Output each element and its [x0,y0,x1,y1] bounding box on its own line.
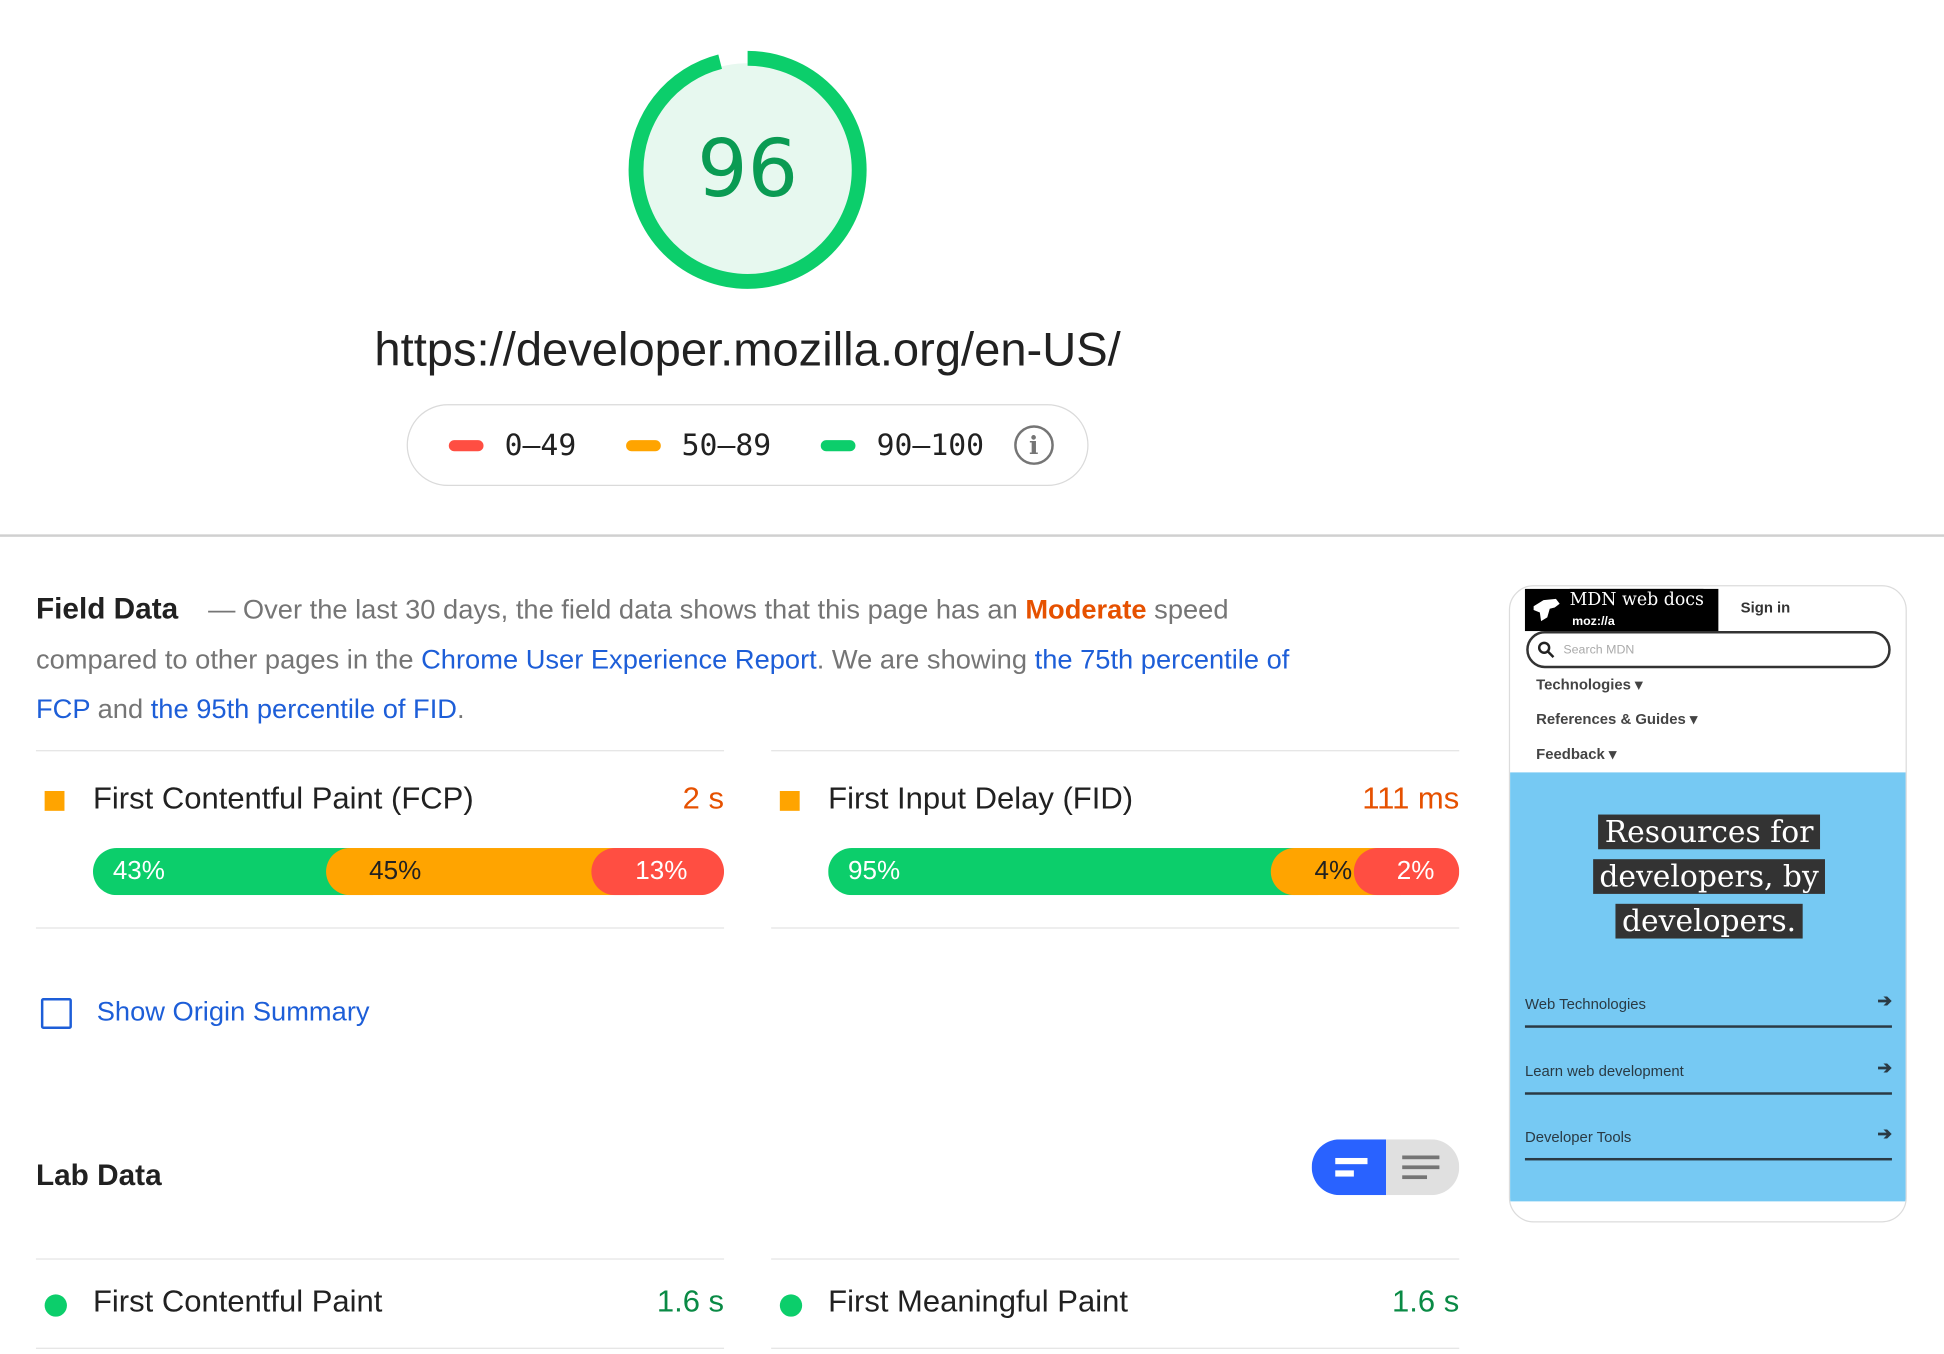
distribution-segment-average: 45% [325,848,616,896]
nav-item: References & Guides ▾ [1536,710,1698,728]
legend-label: 0–49 [504,427,577,463]
hero-text: Resources for developers, by developers. [1510,810,1905,944]
legend-item-average: 50–89 [625,427,772,463]
hero-link: Web Technologies ➔ [1524,961,1892,1028]
metric-title: First Contentful Paint (FCP) [92,781,474,816]
pass-circle-icon [779,1294,803,1317]
score-value: 96 [697,123,799,216]
legend-item-pass: 90–100 [820,427,985,463]
hero-line: developers. [1615,903,1803,939]
segment-label: 2% [1396,856,1435,886]
description-view-button[interactable] [1385,1139,1460,1196]
speed-rating: Moderate [1025,593,1147,625]
pass-circle-icon [44,1294,67,1317]
logo-title: MDN web docs [1569,588,1704,612]
fid-percentile-link[interactable]: the 95th percentile of FID [150,693,458,725]
view-toggle [1311,1139,1460,1196]
metric-title: First Meaningful Paint [828,1284,1128,1320]
mdn-logo: MDN web docs moz://a [1524,588,1719,632]
search-box: Search MDN [1526,631,1891,669]
metric-value: 111 ms [1362,781,1460,816]
segment-label: 45% [369,856,422,886]
lab-data-title: Lab Data [35,1159,162,1193]
list-view-icon [1401,1155,1439,1160]
legend-label: 50–89 [681,427,772,463]
field-text: — Over the last 30 days, the field data … [208,593,1018,625]
distribution-segment-good: 43% [92,848,350,896]
hero-banner: Resources for developers, by developers. W… [1510,772,1906,1202]
divider [0,534,1944,537]
segment-label: 95% [848,856,901,886]
average-square-icon [44,790,65,811]
legend-swatch [820,439,856,451]
nav-item: Technologies ▾ [1536,675,1643,694]
distribution-segment-poor: 2% [1353,848,1460,896]
average-square-icon [779,790,800,811]
field-text: . [457,693,465,725]
metric-value: 1.6 s [1392,1284,1460,1320]
arrow-right-icon: ➔ [1877,990,1892,1011]
segment-label: 43% [112,856,165,886]
metric-value: 1.6 s [656,1284,725,1320]
segment-cap [325,848,373,896]
segment-cap [1353,848,1401,896]
hero-link-label: Web Technologies [1524,995,1646,1013]
segment-label: 4% [1314,856,1353,886]
hero-line: developers, by [1593,859,1825,894]
list-view-icon-line [1401,1175,1427,1180]
score-arc [628,50,867,289]
metric-title: First Input Delay (FID) [828,781,1134,816]
metric-value: 2 s [682,781,725,816]
field-metric-fcp: First Contentful Paint (FCP) 2 s 43% 45% 1… [35,750,725,929]
arrow-right-icon: ➔ [1877,1123,1892,1144]
hero-line: Resources for [1598,814,1820,849]
search-icon [1537,641,1555,658]
info-icon[interactable]: i [1013,425,1054,465]
page-screenshot: MDN web docs moz://a Sign in Search MDN … [1508,585,1907,1223]
field-text: and [97,693,144,725]
origin-summary-label[interactable]: Show Origin Summary [96,995,370,1027]
summary-view-icon [1335,1157,1368,1165]
segment-cap [1271,848,1319,896]
arrow-right-icon: ➔ [1877,1057,1892,1078]
field-text: speed compared to other pages in the [35,593,1229,675]
hero-link-label: Developer Tools [1524,1128,1632,1146]
distribution-bar: 43% 45% 13% [92,848,725,896]
signin-link: Sign in [1740,598,1791,617]
dino-icon [1533,598,1560,622]
distribution-segment-good: 95% [828,848,1295,896]
segment-label: 13% [635,856,688,886]
field-text: . We are showing [816,643,1028,675]
field-data-title: Field Data [35,592,179,627]
crux-link[interactable]: Chrome User Experience Report [421,643,817,675]
legend-item-fail: 0–49 [448,427,577,463]
field-data-summary: Field Data — Over the last 30 days, the … [36,585,1350,734]
summary-view-button[interactable] [1311,1139,1386,1196]
page-url: https://developer.mozilla.org/en-US/ [374,324,1121,377]
score-legend: 0–49 50–89 90–100 i [406,404,1089,487]
lab-metric-fmp: First Meaningful Paint 1.6 s [771,1258,1460,1349]
field-metric-fid: First Input Delay (FID) 111 ms 95% 4% 2% [771,750,1460,929]
distribution-segment-poor: 13% [591,848,725,896]
legend-label: 90–100 [876,427,985,463]
summary-view-icon-line [1335,1170,1354,1177]
fcp-percentile-link[interactable]: the 75th percentile of FCP [35,643,1290,725]
logo-sub: moz://a [1569,614,1618,630]
score-gauge [628,50,867,289]
lab-metric-fcp: First Contentful Paint 1.6 s [35,1258,725,1349]
origin-summary-checkbox[interactable] [40,998,72,1030]
distribution-bar: 95% 4% 2% [828,848,1460,896]
segment-cap [591,848,639,896]
legend-swatch [625,439,661,451]
legend-swatch [448,439,484,451]
nav-item: Feedback ▾ [1536,745,1617,763]
hero-link-label: Learn web development [1524,1062,1684,1080]
search-placeholder: Search MDN [1563,643,1635,658]
metric-title: First Contentful Paint [92,1284,383,1320]
hero-link: Developer Tools ➔ [1524,1094,1892,1161]
hero-link: Learn web development ➔ [1524,1028,1892,1095]
list-view-icon-line [1401,1165,1439,1170]
